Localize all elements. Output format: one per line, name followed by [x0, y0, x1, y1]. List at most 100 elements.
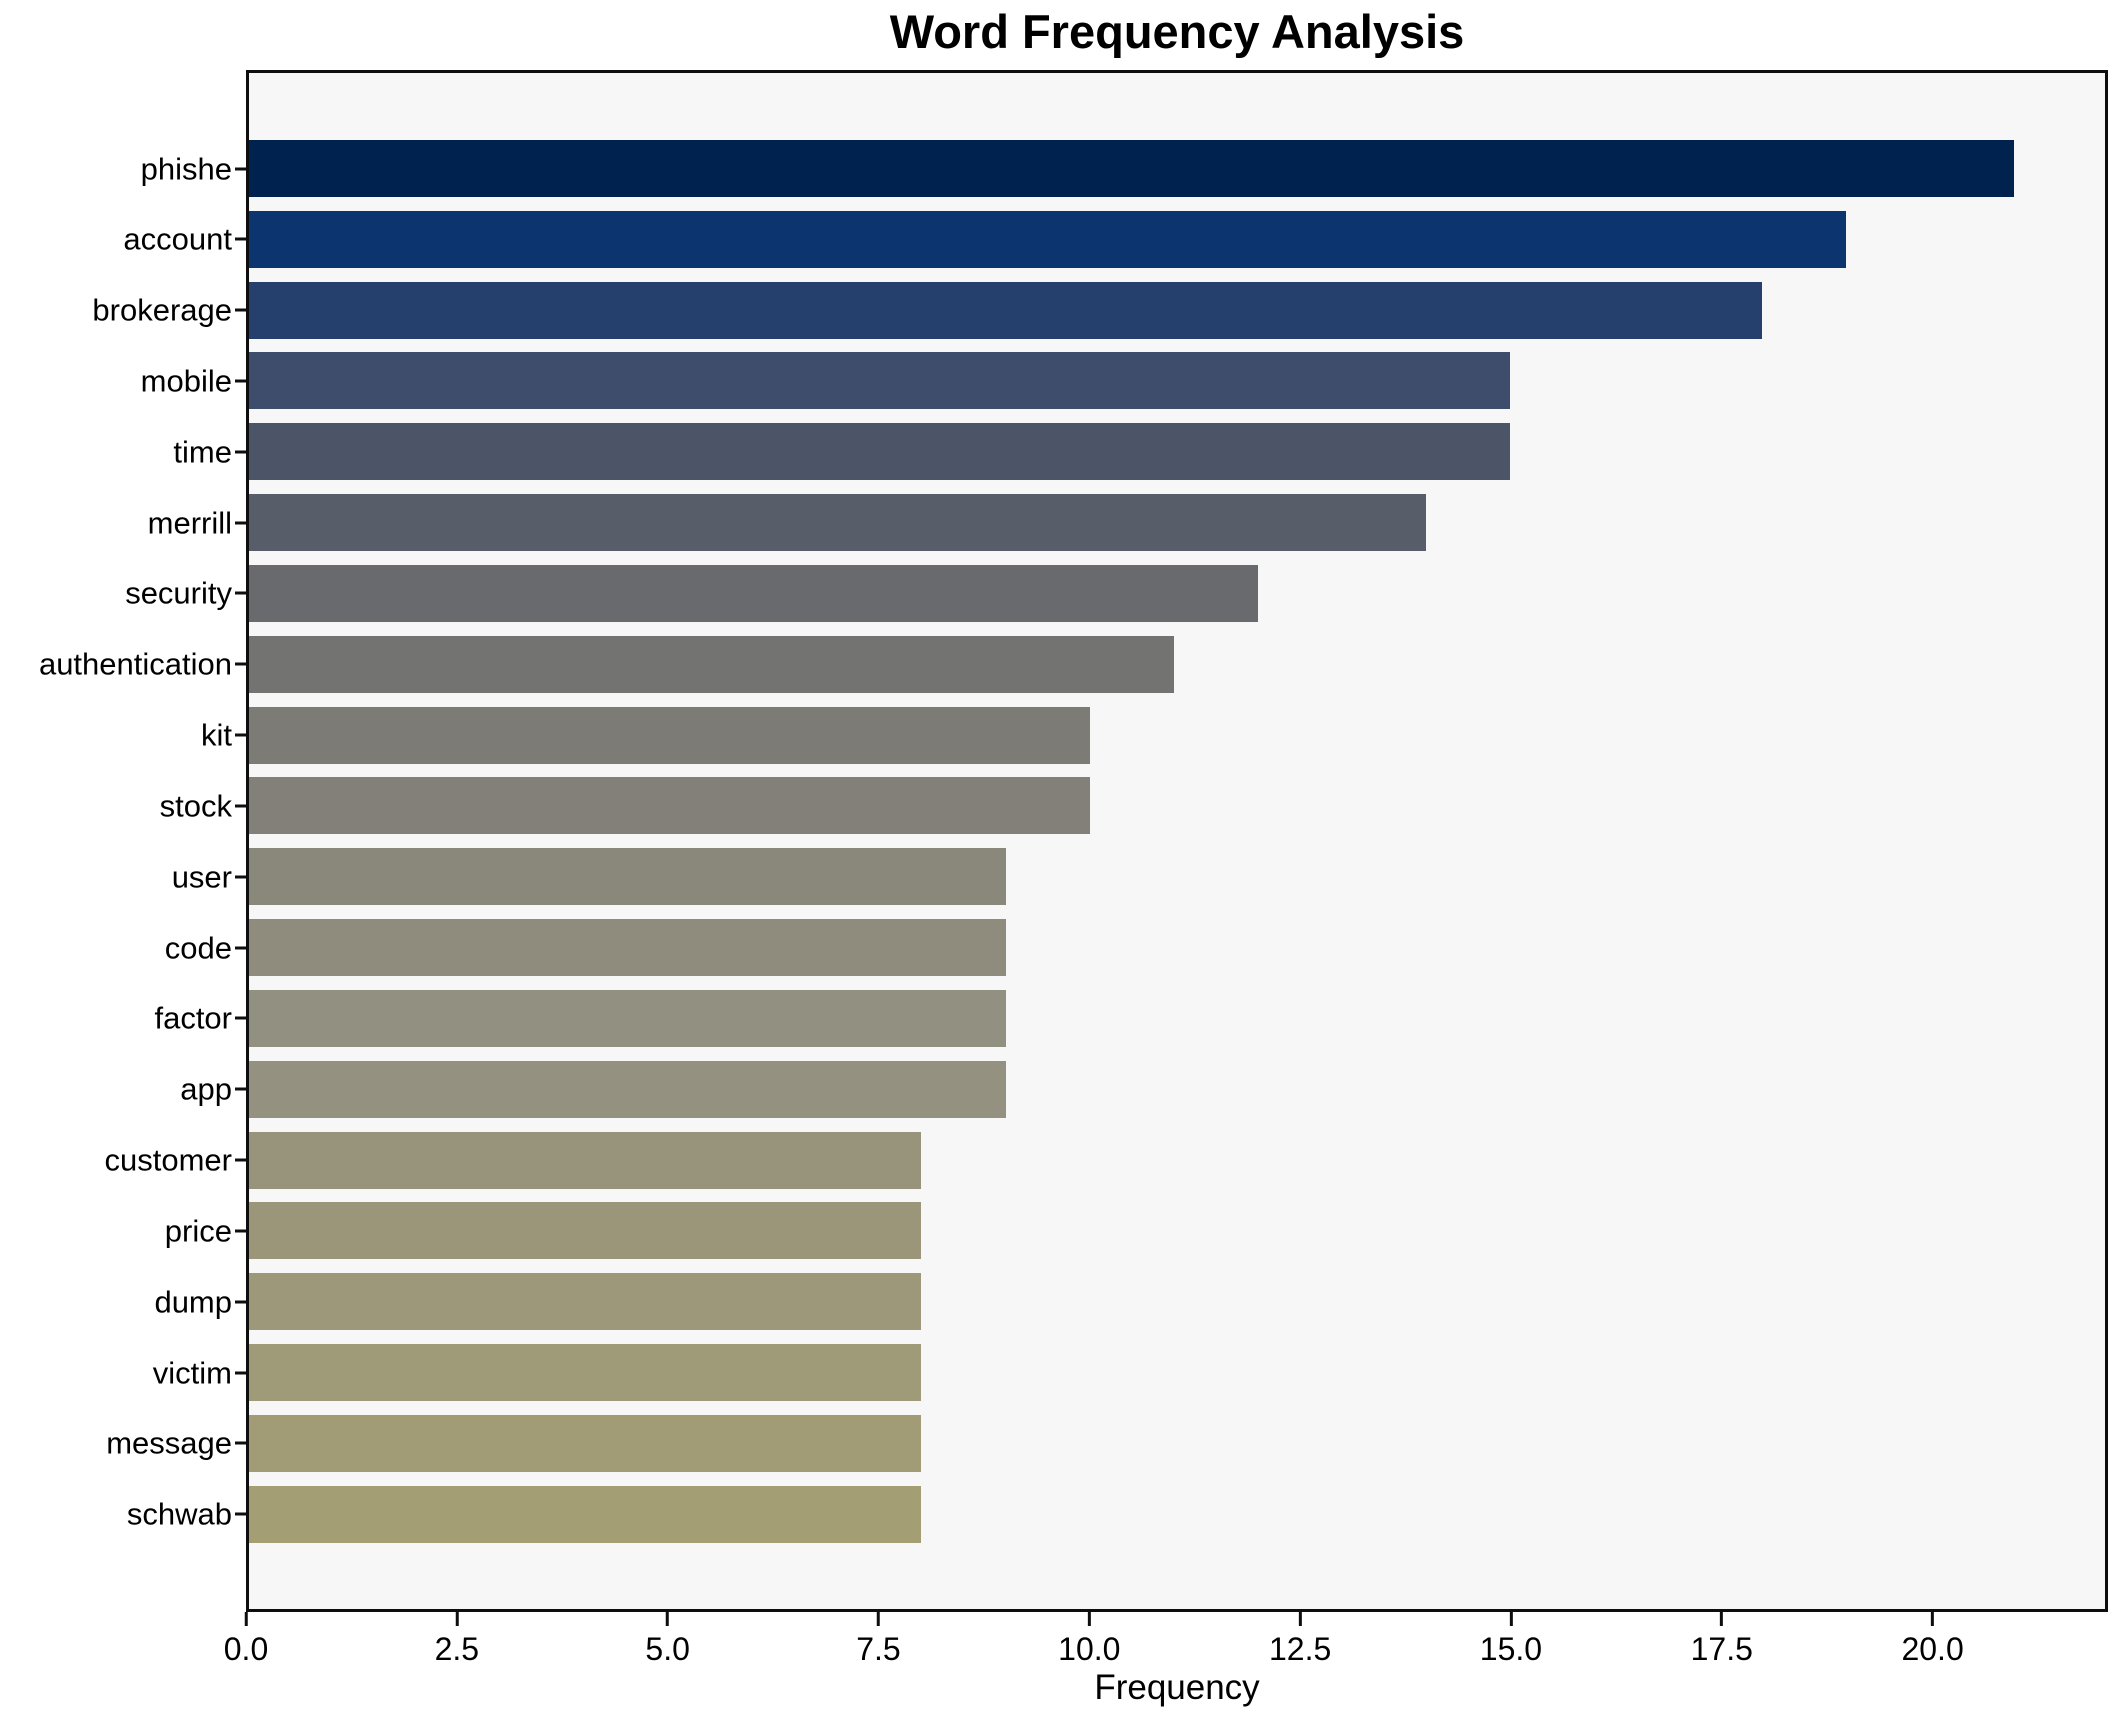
bar [249, 848, 1006, 906]
y-tick-mark [235, 1158, 246, 1162]
y-axis-label: dump [154, 1284, 232, 1320]
bar [249, 281, 1763, 339]
bar [249, 1060, 1006, 1118]
y-axis-label: victim [152, 1355, 232, 1391]
x-tick: 7.5 [856, 1612, 901, 1667]
bar [249, 989, 1006, 1047]
bar-row: mobile [141, 352, 2105, 410]
y-axis-label: customer [104, 1142, 232, 1178]
y-axis-label: time [173, 434, 232, 470]
bar [249, 706, 1090, 764]
bar [249, 1273, 922, 1331]
bar [249, 352, 1510, 410]
bar [249, 1131, 922, 1189]
x-tick: 17.5 [1691, 1612, 1753, 1665]
bar [249, 919, 1006, 977]
y-axis-label: price [164, 1213, 232, 1249]
bar-row: user [172, 848, 2105, 906]
bar-row: price [165, 1202, 2105, 1260]
y-tick-mark [235, 379, 246, 383]
bar [249, 140, 2015, 197]
bar [249, 564, 1258, 622]
y-axis-label: authentication [38, 646, 232, 682]
bar-row: phishe [141, 140, 2105, 197]
x-tick-label: 20.0 [1901, 1631, 1964, 1667]
bar [249, 1485, 922, 1543]
bar-row: brokerage [92, 281, 2105, 339]
bar-row: schwab [127, 1485, 2105, 1543]
x-tick-mark [1087, 1612, 1091, 1626]
x-tick-label: 0.0 [223, 1631, 269, 1667]
x-tick-label: 15.0 [1479, 1631, 1543, 1667]
y-axis-label: phishe [140, 151, 232, 186]
y-axis-label: factor [154, 1000, 232, 1036]
y-tick-mark [235, 591, 246, 595]
x-tick: 2.5 [435, 1612, 479, 1665]
x-tick-mark [876, 1612, 880, 1626]
x-tick-label: 7.5 [856, 1631, 901, 1667]
bar [249, 494, 1426, 552]
y-tick-mark [235, 1371, 246, 1375]
bar-row: message [106, 1414, 2105, 1472]
y-tick-mark [235, 1300, 246, 1304]
y-axis-label: app [180, 1071, 232, 1107]
bar-row: app [180, 1060, 2105, 1118]
bar-row: stock [160, 777, 2105, 835]
bar [249, 635, 1174, 693]
y-axis-label: code [164, 930, 232, 966]
y-tick-mark [235, 1441, 246, 1445]
y-tick-mark [235, 804, 246, 808]
x-tick: 0.0 [224, 1612, 268, 1665]
x-tick-mark [244, 1612, 248, 1626]
x-tick-label: 5.0 [645, 1631, 690, 1667]
y-axis-label: message [106, 1425, 232, 1461]
y-axis-label: user [171, 859, 232, 895]
y-tick-mark [235, 237, 246, 241]
bars-container: phishe account brokerage mobile time merrill s… [39, 73, 2105, 1609]
x-tick-label: 17.5 [1690, 1631, 1753, 1667]
y-tick-mark [235, 1512, 246, 1516]
y-tick-mark [235, 875, 246, 879]
y-axis-label: schwab [126, 1496, 232, 1532]
x-tick-mark [1298, 1612, 1302, 1626]
plot-area: phishe account brokerage mobile time merrill s… [39, 70, 2108, 1612]
x-tick: 10.0 [1058, 1612, 1120, 1665]
y-axis-label: brokerage [92, 292, 232, 328]
bar [249, 1414, 922, 1472]
bar-row: kit [201, 706, 2105, 764]
x-tick-mark [1509, 1612, 1513, 1626]
x-axis-label: Frequency [1094, 1668, 1260, 1707]
y-tick-mark [235, 450, 246, 454]
y-axis-label: merrill [147, 505, 232, 541]
bar-row: code [165, 919, 2105, 977]
y-axis-label: stock [159, 788, 232, 824]
bar-row: authentication [39, 635, 2105, 693]
x-tick-mark [1931, 1612, 1935, 1626]
y-tick-mark [235, 167, 246, 170]
x-tick: 15.0 [1480, 1612, 1542, 1665]
bar-row: time [173, 423, 2105, 481]
x-tick: 20.0 [1901, 1612, 1964, 1667]
y-axis-label: account [123, 221, 232, 257]
bar [249, 423, 1510, 481]
x-tick-mark [1720, 1612, 1724, 1626]
bar-row: security [125, 564, 2105, 622]
x-tick-label: 10.0 [1058, 1631, 1121, 1667]
y-tick-mark [235, 1016, 246, 1020]
bar-row: victim [153, 1344, 2105, 1402]
x-tick-mark [455, 1612, 459, 1626]
y-tick-mark [235, 308, 246, 312]
bar [249, 777, 1090, 835]
chart-title: Word Frequency Analysis [889, 5, 1465, 58]
bar [249, 210, 1847, 268]
y-tick-mark [235, 1229, 246, 1233]
bar-row: factor [154, 989, 2105, 1047]
y-tick-mark [235, 1087, 246, 1091]
bar [249, 1344, 922, 1402]
bar [249, 1202, 922, 1260]
bar-row: account [123, 210, 2105, 268]
bar-row: dump [154, 1273, 2105, 1331]
y-axis-label: kit [201, 717, 232, 753]
bar-row: merrill [148, 494, 2105, 552]
